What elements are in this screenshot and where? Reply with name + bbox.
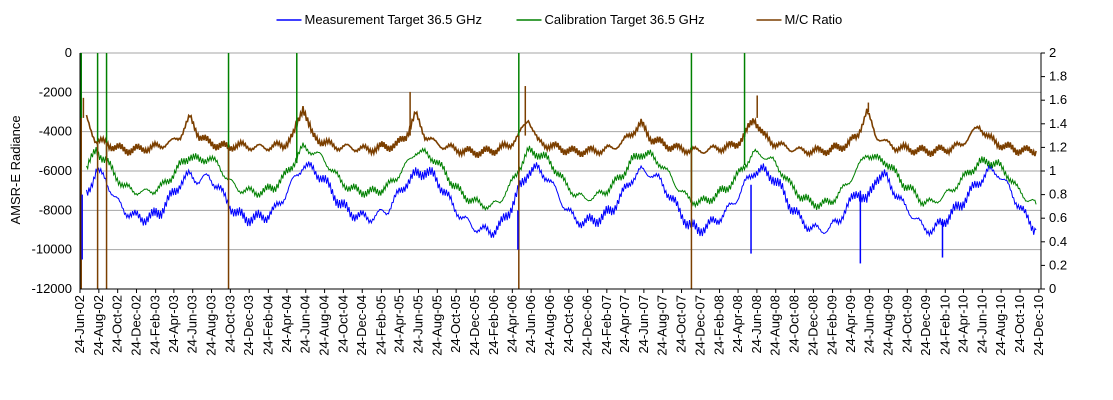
x-tick-label: 24-Apr-05	[392, 295, 407, 353]
y-tick-label: -10000	[32, 242, 72, 257]
x-tick-label: 24-Apr-07	[617, 295, 632, 353]
x-tick-label: 24-Feb-03	[148, 295, 163, 355]
x-tick-label: 24-Feb-10	[937, 295, 952, 355]
series-line-1	[86, 161, 1037, 238]
axes: -12000 -10000 -8000 -6000 -4000 -2000 0 0 0.2 0.4…	[32, 45, 1068, 356]
x-tick-label: 24-Oct-02	[110, 295, 125, 353]
legend: Measurement Target 36.5 GHz Calibration T…	[276, 12, 843, 27]
y2-tick-label: 1.8	[1049, 69, 1067, 84]
y2-tick-label: 0.8	[1049, 187, 1067, 202]
y-tick-label: 0	[65, 45, 72, 60]
x-tick-label: 24-Aug-09	[880, 295, 895, 356]
x-tick-label: 24-Jun-06	[523, 295, 538, 354]
y2-tick-label: 1	[1049, 163, 1056, 178]
x-tick-label: 24-Aug-08	[768, 295, 783, 356]
y-tick-label: -12000	[32, 281, 72, 296]
x-tick-label: 24-Feb-08	[712, 295, 727, 355]
x-tick-label: 24-Dec-02	[129, 295, 144, 356]
x-tick-label: 24-Jun-07	[636, 295, 651, 354]
x-tick-label: 24-Oct-09	[899, 295, 914, 353]
y2-tick-label: 2	[1049, 45, 1056, 60]
x-tick-label: 24-Oct-06	[561, 295, 576, 353]
x-tick-label: 24-Aug-04	[317, 295, 332, 356]
x-tick-label: 24-Oct-05	[448, 295, 463, 353]
x-tick-label: 24-Jun-03	[185, 295, 200, 354]
x-tick-label: 24-Oct-04	[335, 295, 350, 353]
x-tick-label: 24-Dec-08	[805, 295, 820, 356]
x-tick-label: 24-Feb-09	[825, 295, 840, 355]
x-tick-label: 24-Oct-03	[222, 295, 237, 353]
legend-entry: M/C Ratio	[785, 12, 843, 27]
y-tick-label: -4000	[39, 124, 72, 139]
x-tick-label: 24-Oct-10	[1012, 295, 1027, 353]
x-tick-label: 24-Dec-04	[354, 295, 369, 356]
y2-tick-label: 1.2	[1049, 139, 1067, 154]
x-tick-label: 24-Jun-09	[862, 295, 877, 354]
x-tick-label: 24-Aug-05	[429, 295, 444, 356]
x-tick-label: 24-Dec-09	[918, 295, 933, 356]
x-tick-label: 24-Jun-02	[72, 295, 87, 354]
y2-tick-label: 0	[1049, 281, 1056, 296]
x-tick-label: 24-Aug-07	[655, 295, 670, 356]
series-line-3	[85, 105, 1037, 159]
x-tick-label: 24-Jun-05	[410, 295, 425, 354]
legend-entry: Calibration Target 36.5 GHz	[545, 12, 705, 27]
x-tick-label: 24-Dec-07	[692, 295, 707, 356]
x-tick-label: 24-Apr-03	[166, 295, 181, 353]
x-tick-label: 24-Dec-10	[1031, 295, 1046, 356]
x-tick-label: 24-Apr-04	[279, 295, 294, 353]
y2-tick-label: 0.2	[1049, 257, 1067, 272]
y-axis-label: AMSR-E Radiance	[8, 115, 23, 224]
x-tick-label: 24-Apr-08	[730, 295, 745, 353]
x-tick-label: 24-Feb-05	[373, 295, 388, 355]
plot-area	[80, 53, 1037, 289]
x-tick-label: 24-Apr-10	[955, 295, 970, 353]
y2-tick-label: 0.6	[1049, 210, 1067, 225]
x-tick-label: 24-Dec-06	[580, 295, 595, 356]
x-tick-label: 24-Apr-06	[504, 295, 519, 353]
y-tick-label: -6000	[39, 163, 72, 178]
x-tick-label: 24-Aug-03	[204, 295, 219, 356]
x-tick-label: 24-Feb-04	[260, 295, 275, 355]
x-tick-label: 24-Feb-07	[599, 295, 614, 355]
legend-entry: Measurement Target 36.5 GHz	[305, 12, 483, 27]
x-tick-label: 24-Aug-10	[993, 295, 1008, 356]
y-tick-label: -2000	[39, 84, 72, 99]
x-tick-label: 24-Jun-04	[298, 295, 313, 354]
y2-tick-label: 1.4	[1049, 116, 1067, 131]
y-tick-label: -8000	[39, 202, 72, 217]
x-tick-label: 24-Aug-06	[542, 295, 557, 356]
x-tick-label: 24-Jun-08	[749, 295, 764, 354]
x-tick-label: 24-Dec-03	[241, 295, 256, 356]
y2-tick-label: 0.4	[1049, 234, 1067, 249]
x-tick-label: 24-Jun-10	[974, 295, 989, 354]
x-tick-label: 24-Aug-02	[91, 295, 106, 356]
x-tick-label: 24-Apr-09	[843, 295, 858, 353]
y2-tick-label: 1.6	[1049, 92, 1067, 107]
x-tick-label: 24-Dec-05	[467, 295, 482, 356]
x-tick-label: 24-Oct-07	[674, 295, 689, 353]
series-line-2	[86, 142, 1037, 212]
x-tick-label: 24-Feb-06	[486, 295, 501, 355]
x-tick-label: 24-Oct-08	[787, 295, 802, 353]
